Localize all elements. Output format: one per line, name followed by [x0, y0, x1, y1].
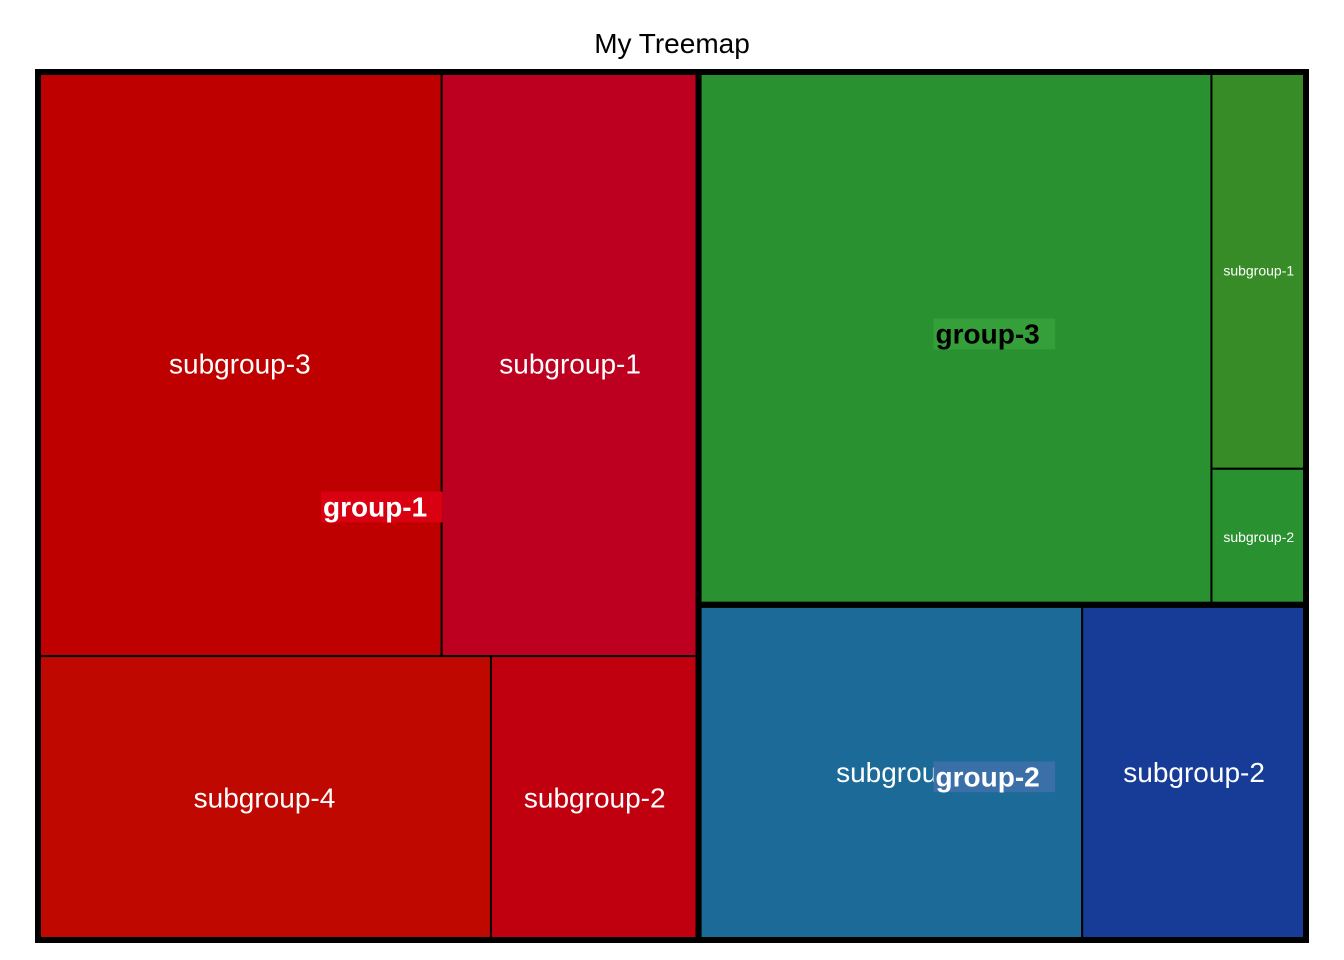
group-label: group-2 [936, 761, 1040, 792]
group-label: group-1 [323, 492, 427, 523]
subgroup-label: subgroup-2 [524, 783, 666, 814]
subgroup-label: subgroup-2 [1123, 757, 1265, 788]
group-label-background [933, 761, 1056, 793]
treemap-tile [37, 71, 443, 658]
group-label-background [933, 318, 1056, 350]
subgroup-label: subgroup-4 [194, 783, 336, 814]
group-label: group-3 [936, 319, 1040, 350]
group-label-background [321, 491, 443, 523]
treemap-frame [35, 69, 1309, 943]
treemap-tile [37, 655, 492, 941]
chart-title: My Treemap [594, 28, 750, 59]
treemap-tile [489, 655, 700, 941]
subgroup-label: subgroup-3 [169, 349, 311, 380]
subgroup-label: subgroup-2 [1223, 529, 1294, 545]
subgroup-label: subgroup-1 [1223, 262, 1294, 278]
treemap-tile [1081, 603, 1308, 941]
subgroup-label: subgroup-1 [499, 349, 641, 380]
